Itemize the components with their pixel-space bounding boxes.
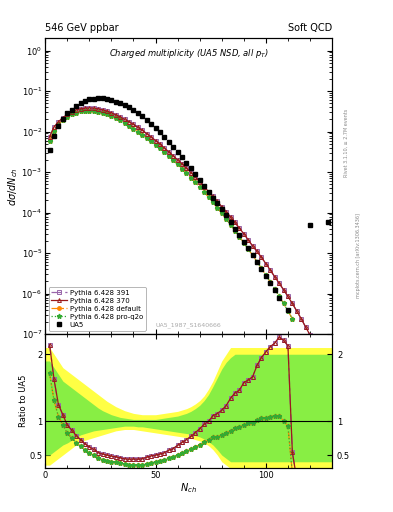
Line: Pythia 6.428 default: Pythia 6.428 default [48,109,294,321]
Pythia 6.428 default [237,233,242,240]
Text: Charged multiplicity (UA5 NSD, all $p_T$): Charged multiplicity (UA5 NSD, all $p_T$… [109,47,268,60]
Pythia 6.428 391 [294,308,299,314]
Pythia 6.428 pro-q2o [211,199,215,205]
Pythia 6.428 default [189,175,193,181]
Pythia 6.428 pro-q2o [87,108,92,114]
Y-axis label: $d\sigma/dN_{ch}$: $d\sigma/dN_{ch}$ [6,167,20,206]
Pythia 6.428 370 [118,114,123,120]
Pythia 6.428 391 [171,153,176,159]
Line: Pythia 6.428 391: Pythia 6.428 391 [48,106,334,386]
Line: Pythia 6.428 pro-q2o: Pythia 6.428 pro-q2o [47,108,295,321]
Pythia 6.428 391 [330,380,334,387]
Pythia 6.428 391 [47,134,52,140]
Pythia 6.428 pro-q2o [47,138,52,144]
UA5 [189,165,193,171]
Pythia 6.428 370 [294,308,299,314]
Pythia 6.428 370 [330,380,334,387]
Text: mcplots.cern.ch [arXiv:1306.3436]: mcplots.cern.ch [arXiv:1306.3436] [356,214,361,298]
Pythia 6.428 default [202,189,206,195]
Legend: Pythia 6.428 391, Pythia 6.428 370, Pythia 6.428 default, Pythia 6.428 pro-q2o, : Pythia 6.428 391, Pythia 6.428 370, Pyth… [49,287,145,331]
Pythia 6.428 default [47,138,52,144]
Pythia 6.428 pro-q2o [290,315,295,322]
Pythia 6.428 370 [171,153,176,159]
Pythia 6.428 391 [136,124,140,131]
UA5 [202,183,206,189]
Pythia 6.428 391 [87,105,92,111]
Pythia 6.428 pro-q2o [51,127,56,134]
Pythia 6.428 pro-q2o [140,132,145,138]
Pythia 6.428 391 [321,359,326,366]
UA5 [237,232,242,238]
Pythia 6.428 default [211,199,215,205]
UA5 [51,133,56,139]
UA5 [325,219,330,225]
Pythia 6.428 370 [136,124,140,131]
UA5 [286,307,290,313]
Pythia 6.428 default [87,108,92,114]
UA5 [140,113,145,119]
Pythia 6.428 pro-q2o [202,189,206,195]
Text: Rivet 3.1.10, ≥ 2.7M events: Rivet 3.1.10, ≥ 2.7M events [344,109,349,178]
Pythia 6.428 default [140,132,145,138]
Pythia 6.428 370 [321,359,326,366]
UA5 [211,195,215,201]
X-axis label: $N_{ch}$: $N_{ch}$ [180,482,197,496]
Pythia 6.428 default [290,315,295,322]
UA5 [47,147,52,153]
Pythia 6.428 default [51,127,56,134]
Y-axis label: Ratio to UA5: Ratio to UA5 [19,375,28,428]
UA5 [96,95,101,101]
Pythia 6.428 391 [118,114,123,120]
Line: UA5: UA5 [47,95,330,312]
Pythia 6.428 391 [197,179,202,185]
Pythia 6.428 370 [87,105,92,111]
Pythia 6.428 370 [47,134,52,140]
Text: 546 GeV ppbar: 546 GeV ppbar [45,23,119,33]
Pythia 6.428 370 [197,179,202,185]
Pythia 6.428 pro-q2o [237,233,242,240]
Text: Soft QCD: Soft QCD [288,23,332,33]
Text: UA5_1987_S1640666: UA5_1987_S1640666 [156,323,222,328]
Pythia 6.428 pro-q2o [189,175,193,181]
Line: Pythia 6.428 370: Pythia 6.428 370 [48,106,334,386]
